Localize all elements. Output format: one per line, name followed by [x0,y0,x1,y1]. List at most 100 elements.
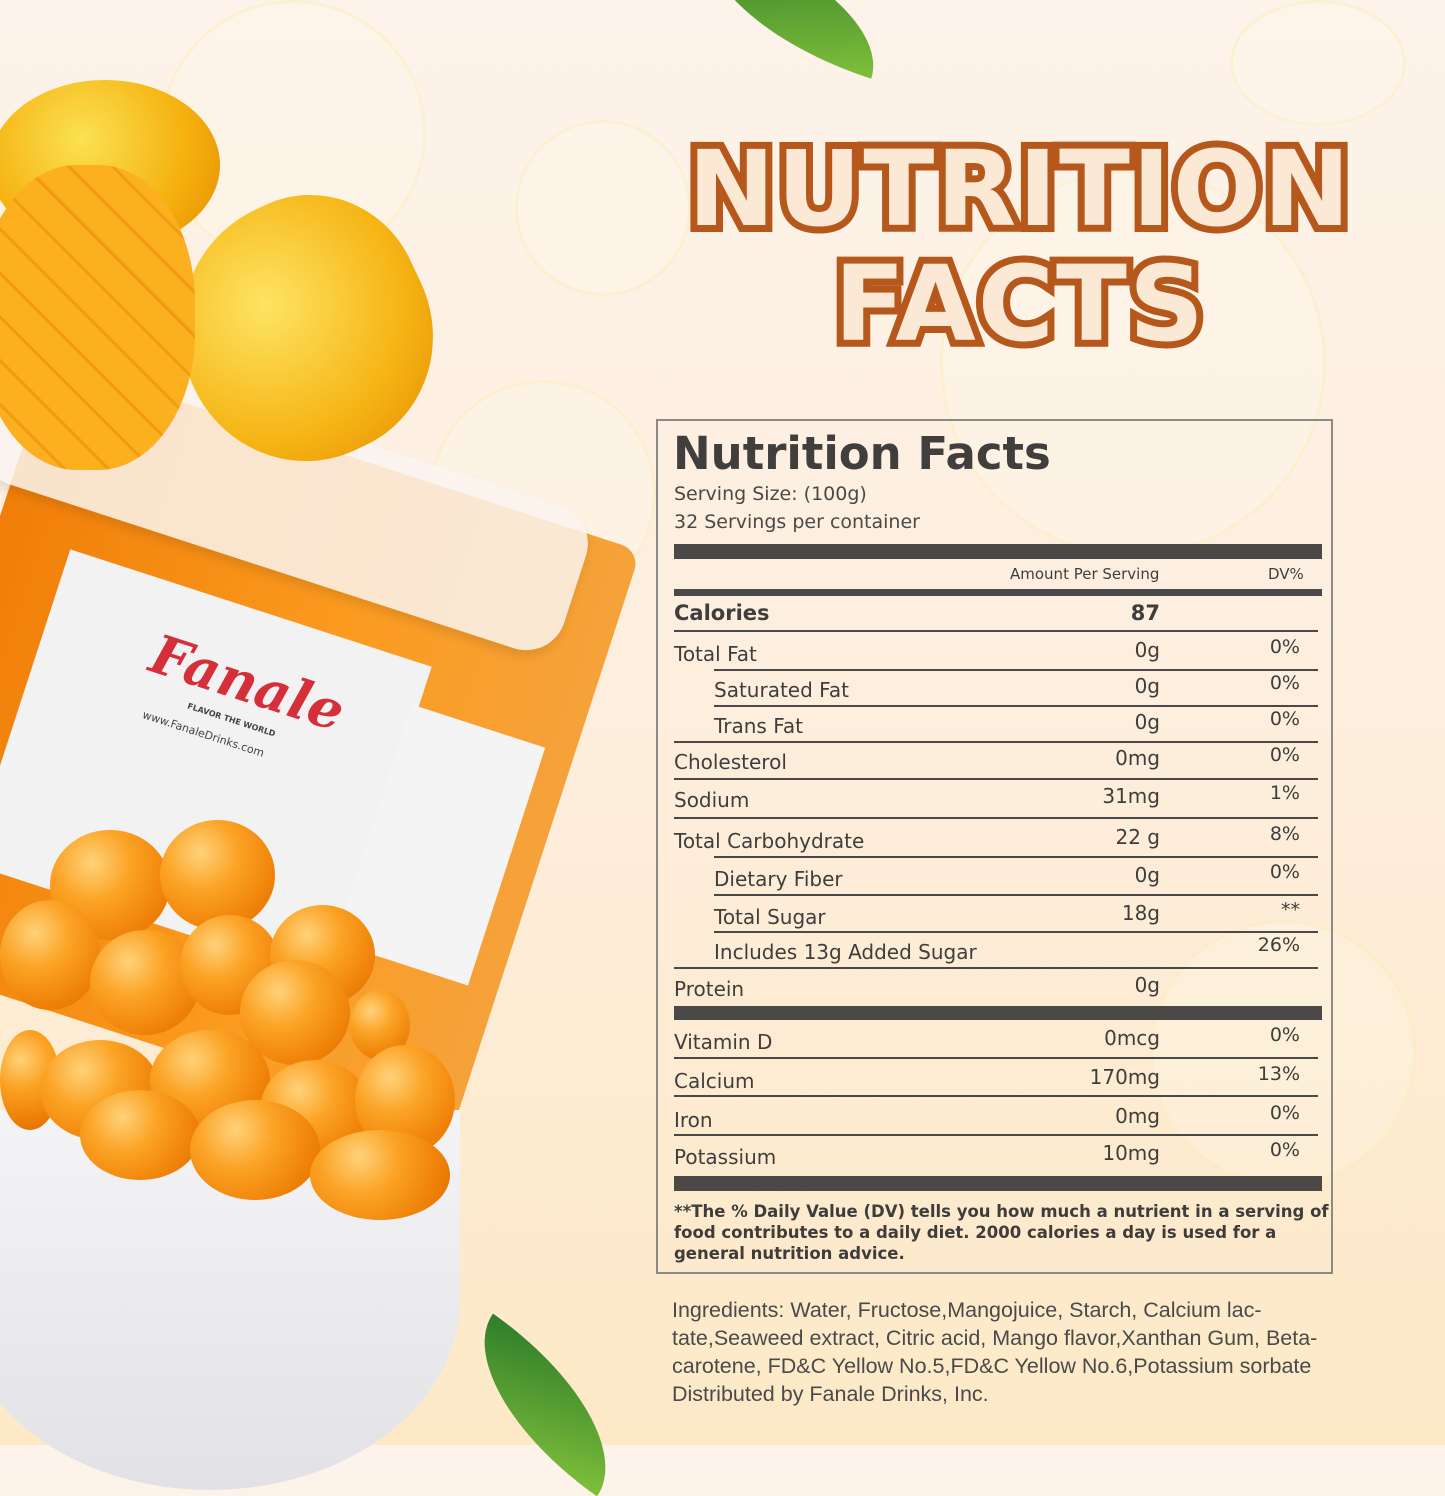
nutrient-name: Protein [674,977,745,1001]
mango-cut [0,165,195,470]
nutrient-dv: 0% [1269,1102,1300,1124]
nutrient-amount: 31mg [1102,784,1160,808]
nutrient-name: Trans Fat [714,714,803,738]
divider [674,967,1318,969]
nutrient-name: Vitamin D [674,1030,773,1054]
headline-text: FACTS [827,243,1211,365]
divider [714,931,1318,933]
nutrient-name: Total Carbohydrate [674,829,865,853]
nutrient-dv: ** [1281,899,1300,921]
nutrient-name: Potassium [674,1145,777,1169]
divider [714,894,1318,896]
divider [714,856,1318,858]
leaf-icon [680,0,900,79]
nutrient-amount: 0g [1134,710,1160,734]
serving-size: Serving Size: (100g) [674,483,867,505]
nutrient-row: Total Sugar 18g ** [658,899,1335,935]
nutrient-dv: 0% [1269,861,1300,883]
nutrition-label: Nutrition Facts Serving Size: (100g) 32 … [656,419,1333,1274]
divider [674,589,1322,596]
nutrient-name: Includes 13g Added Sugar [714,940,977,964]
nutrient-amount: 0mg [1115,1104,1160,1128]
divider [714,669,1318,671]
popping-boba [80,1090,200,1180]
vitamin-row: Iron 0mg 0% [658,1102,1335,1138]
nutrient-row: Cholesterol 0mg 0% [658,744,1335,780]
popping-boba [90,930,200,1035]
nutrient-amount: 170mg [1089,1065,1160,1089]
nutrient-dv: 1% [1269,782,1300,804]
thick-divider [674,1176,1322,1191]
nutrient-amount: 0g [1134,973,1160,997]
nutrient-row: Saturated Fat 0g 0% [658,672,1335,708]
nutrient-row: Total Fat 0g 0% [658,636,1335,672]
divider [674,1095,1318,1097]
dv-footnote: **The % Daily Value (DV) tells you how m… [674,1202,1329,1263]
divider [674,778,1318,780]
label-title: Nutrition Facts [673,427,1051,480]
nutrient-row: Trans Fat 0g 0% [658,708,1335,744]
nutrient-name: Calories [674,601,770,625]
divider [674,741,1318,743]
nutrient-amount: 18g [1121,901,1160,925]
nutrient-row: Protein 0g [658,973,1335,1007]
nutrient-dv: 8% [1269,823,1300,845]
nutrient-dv: 13% [1257,1063,1300,1085]
nutrient-dv: 0% [1269,1024,1300,1046]
vitamin-row: Vitamin D 0mcg 0% [658,1024,1335,1060]
calories-row: Calories 87 [658,601,1335,631]
nutrient-row: Includes 13g Added Sugar 26% [658,934,1335,970]
vitamin-row: Calcium 170mg 13% [658,1063,1335,1099]
popping-boba [0,900,100,1010]
bubble-decoration [515,120,691,296]
product-image: Fanale FLAVOR THE WORLD www.FanaleDrinks… [0,0,641,1490]
bubble-decoration [1150,920,1416,1186]
nutrient-amount: 0g [1134,674,1160,698]
headline-text: NUTRITION [681,128,1357,250]
divider [674,817,1318,819]
nutrient-amount: 0g [1134,863,1160,887]
popping-boba [160,820,275,930]
nutrient-amount: 22 g [1115,825,1160,849]
divider [714,705,1318,707]
divider [674,1134,1318,1136]
dv-header: DV% [1268,565,1304,583]
nutrient-name: Cholesterol [674,750,787,774]
nutrient-amount: 87 [1130,601,1160,625]
nutrient-row: Total Carbohydrate 22 g 8% [658,823,1335,859]
nutrient-dv: 0% [1269,708,1300,730]
nutrient-name: Dietary Fiber [714,867,843,891]
popping-boba [190,1100,320,1200]
popping-boba [310,1130,450,1220]
nutrient-amount: 0mg [1115,746,1160,770]
nutrient-name: Total Fat [674,642,757,666]
headline-line2: FACTS [640,243,1400,365]
bubble-decoration [1230,0,1406,126]
nutrient-name: Saturated Fat [714,678,849,702]
thick-divider [674,544,1322,559]
ingredients-text: Ingredients: Water, Fructose,Mangojuice,… [672,1298,1318,1406]
nutrient-amount: 0mcg [1104,1026,1160,1050]
nutrient-name: Sodium [674,788,750,812]
nutrient-dv: 0% [1269,1139,1300,1161]
nutrient-name: Iron [674,1108,713,1132]
nutrient-row: Sodium 31mg 1% [658,782,1335,818]
nutrient-amount: 10mg [1102,1141,1160,1165]
nutrient-amount: 0g [1134,638,1160,662]
nutrient-row: Dietary Fiber 0g 0% [658,861,1335,897]
headline-line1: NUTRITION [640,128,1400,250]
nutrient-name: Total Sugar [714,905,826,929]
nutrient-name: Calcium [674,1069,755,1093]
amount-header: Amount Per Serving [1010,565,1160,583]
thick-divider [674,1006,1322,1020]
nutrient-dv: 0% [1269,672,1300,694]
servings-per-container: 32 Servings per container [674,511,920,533]
bubble-decoration [940,170,1326,556]
nutrient-dv: 26% [1257,934,1300,956]
popping-boba [240,960,350,1065]
divider [674,1057,1318,1059]
nutrient-dv: 0% [1269,636,1300,658]
nutrient-dv: 0% [1269,744,1300,766]
vitamin-row: Potassium 10mg 0% [658,1139,1335,1175]
divider [674,630,1318,632]
